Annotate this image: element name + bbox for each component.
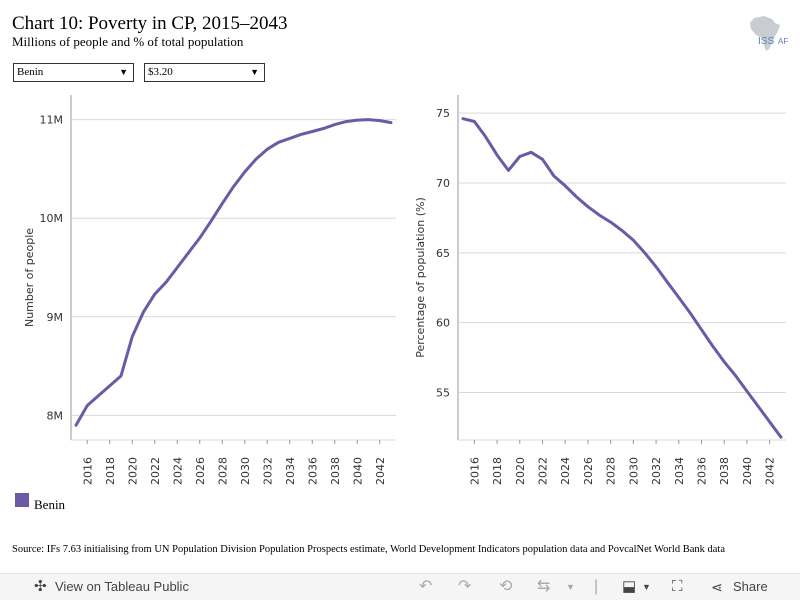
x-tick-label: 2024 bbox=[171, 457, 184, 485]
x-tick-label: 2028 bbox=[216, 457, 229, 485]
y-tick-label: 75 bbox=[436, 107, 450, 120]
chevron-down-icon[interactable]: ▼ bbox=[642, 582, 651, 592]
page-title: Chart 10: Poverty in CP, 2015–2043 bbox=[12, 13, 288, 34]
x-tick-label: 2040 bbox=[741, 457, 754, 485]
source-note: Source: IFs 7.63 initialising from UN Po… bbox=[12, 544, 725, 555]
x-tick-label: 2038 bbox=[329, 457, 342, 485]
series-line-benin bbox=[74, 118, 393, 427]
x-tick-label: 2032 bbox=[650, 457, 663, 485]
issafrica-logo: ISS AF bbox=[750, 16, 788, 51]
y-tick-label: 65 bbox=[436, 247, 450, 260]
x-tick-label: 2036 bbox=[696, 457, 709, 485]
x-tick-label: 2038 bbox=[718, 457, 731, 485]
x-tick-label: 2024 bbox=[559, 457, 572, 485]
x-tick-label: 2032 bbox=[261, 457, 274, 485]
x-tick-label: 2034 bbox=[673, 457, 686, 485]
africa-map-icon bbox=[750, 16, 780, 51]
country-dropdown-value: Benin bbox=[17, 66, 44, 78]
series-line-benin bbox=[461, 117, 783, 439]
x-tick-label: 2022 bbox=[537, 457, 550, 485]
tableau-logo-icon[interactable]: ✣ bbox=[34, 578, 47, 595]
x-tick-label: 2018 bbox=[104, 457, 117, 485]
charts-area: 8M 9M 10M 11M 2016 2018 2020 2022 2024 2026 2028 20… bbox=[23, 95, 786, 485]
logo-suffix: AF bbox=[778, 37, 788, 46]
legend-label[interactable]: Benin bbox=[34, 497, 66, 512]
chevron-down-icon: ▼ bbox=[119, 67, 128, 77]
y-tick-label: 10M bbox=[40, 212, 64, 225]
x-tick-label: 2028 bbox=[605, 457, 618, 485]
tableau-toolbar: ✣ View on Tableau Public ↶ ↷ ⟲ ⇆ ▼ | ⬓ ▼… bbox=[0, 573, 800, 600]
revert-icon[interactable]: ⟲ bbox=[499, 578, 513, 595]
x-tick-label: 2030 bbox=[239, 457, 252, 485]
share-button[interactable]: Share bbox=[733, 579, 768, 594]
x-tick-label: 2018 bbox=[491, 457, 504, 485]
redo-icon[interactable]: ↷ bbox=[458, 578, 472, 595]
x-tick-label: 2030 bbox=[627, 457, 640, 485]
y-tick-label: 60 bbox=[436, 317, 450, 330]
x-tick-label: 2020 bbox=[514, 457, 527, 485]
download-icon[interactable]: ⬓ bbox=[622, 578, 637, 595]
y-tick-label: 70 bbox=[436, 177, 450, 190]
x-tick-label: 2026 bbox=[194, 457, 207, 485]
x-tick-label: 2042 bbox=[764, 457, 777, 485]
poverty-line-dropdown[interactable]: $3.20 ▼ bbox=[144, 63, 265, 82]
x-tick-label: 2016 bbox=[468, 457, 481, 485]
poverty-line-dropdown-value: $3.20 bbox=[148, 66, 173, 78]
chevron-down-icon[interactable]: ▼ bbox=[566, 582, 575, 592]
fullscreen-icon[interactable]: ⛶ bbox=[672, 578, 683, 595]
country-dropdown[interactable]: Benin ▼ bbox=[13, 63, 134, 82]
logo-text: ISS bbox=[758, 36, 774, 47]
x-tick-label: 2020 bbox=[126, 457, 139, 485]
y-tick-label: 11M bbox=[40, 114, 64, 127]
y-tick-label: 55 bbox=[436, 387, 450, 400]
view-on-tableau-link[interactable]: View on Tableau Public bbox=[55, 579, 189, 594]
y-tick-label: 9M bbox=[47, 311, 64, 324]
y-tick-label: 8M bbox=[47, 409, 64, 422]
page-subtitle: Millions of people and % of total popula… bbox=[12, 34, 244, 49]
refresh-icon[interactable]: ⇆ bbox=[537, 578, 551, 595]
x-tick-label: 2040 bbox=[351, 457, 364, 485]
undo-icon[interactable]: ↶ bbox=[419, 578, 433, 595]
x-tick-label: 2036 bbox=[306, 457, 319, 485]
x-tick-label: 2026 bbox=[582, 457, 595, 485]
y-axis-label: Number of people bbox=[23, 228, 36, 327]
legend-swatch bbox=[15, 493, 29, 507]
x-tick-label: 2034 bbox=[284, 457, 297, 485]
chevron-down-icon: ▼ bbox=[250, 67, 259, 77]
x-tick-label: 2042 bbox=[374, 457, 387, 485]
x-tick-label: 2022 bbox=[149, 457, 162, 485]
toolbar-divider: | bbox=[594, 578, 599, 595]
x-tick-label: 2016 bbox=[81, 457, 94, 485]
share-icon[interactable]: ⋖ bbox=[711, 579, 723, 595]
y-axis-label: Percentage of population (%) bbox=[414, 197, 427, 358]
